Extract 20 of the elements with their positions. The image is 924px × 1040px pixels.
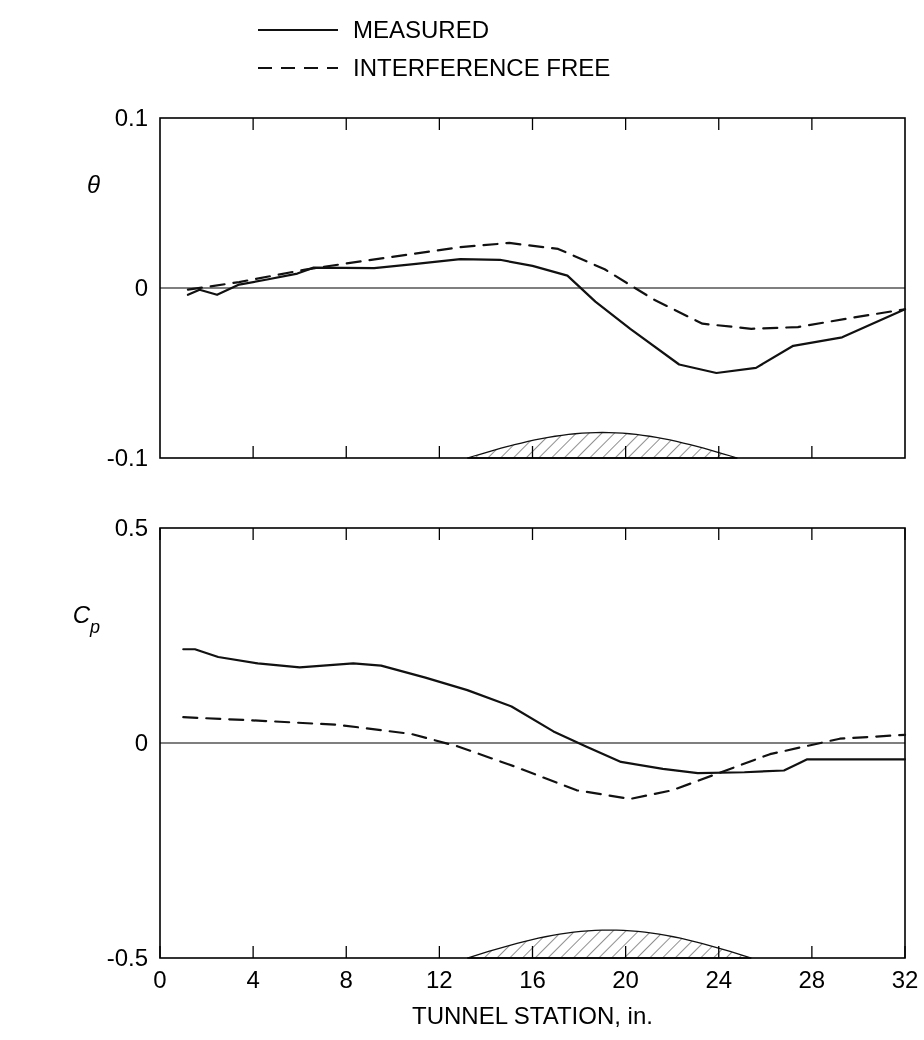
y-tick-label: 0	[134, 274, 148, 301]
x-tick-label: 32	[891, 966, 919, 993]
legend-label: INTERFERENCE FREE	[353, 54, 611, 81]
x-axis-title: TUNNEL STATION, in.	[412, 1002, 653, 1029]
y-axis-title: θ	[86, 170, 100, 198]
legend-label: MEASURED	[353, 16, 490, 43]
y-tick-label: 0.1	[114, 104, 148, 131]
x-tick-label: 16	[519, 966, 546, 993]
x-tick-label: 28	[798, 966, 826, 993]
x-tick-label: 12	[426, 966, 453, 993]
x-tick-label: 4	[246, 966, 260, 993]
y-tick-label: -0.5	[106, 944, 148, 971]
x-tick-label: 20	[612, 966, 639, 993]
y-tick-label: -0.1	[106, 444, 148, 471]
x-tick-label: 24	[705, 966, 733, 993]
y-tick-label: 0	[134, 729, 148, 756]
y-tick-label: 0.5	[114, 514, 148, 541]
y-axis-title: C$_{p}$	[72, 600, 100, 637]
x-tick-label: 0	[153, 966, 167, 993]
x-tick-label: 8	[339, 966, 353, 993]
